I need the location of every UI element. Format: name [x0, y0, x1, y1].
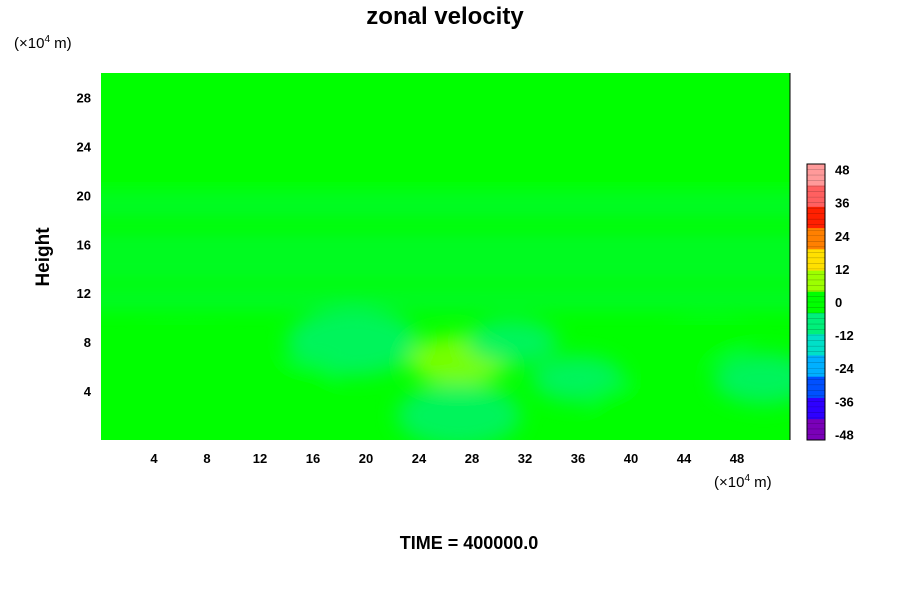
- colorbar-segment: [807, 185, 825, 207]
- field-feature-3: [138, 333, 223, 375]
- colorbar-tick-label: -36: [835, 394, 854, 409]
- y-axis-unit-exponent: 4: [44, 34, 50, 45]
- field-feature-6: [713, 353, 790, 404]
- colorbar-tick-label: -12: [835, 328, 854, 343]
- colorbar-frame: [806, 163, 826, 441]
- x-axis-unit: (×104 m): [714, 473, 772, 491]
- y-axis-unit: (×104 m): [14, 34, 72, 52]
- colorbar-segment: [807, 333, 825, 356]
- colorbar-segment: [807, 376, 825, 398]
- field-feature-8: [465, 319, 558, 365]
- colorbar-tick-label: 0: [835, 295, 842, 310]
- field-band-1: [101, 262, 790, 275]
- x-tick-label: 32: [518, 451, 532, 466]
- x-axis-unit-tail: m): [750, 474, 772, 491]
- colorbar-tick-label: 36: [835, 196, 849, 211]
- colorbar-segment: [807, 248, 825, 271]
- y-tick-label: 4: [84, 384, 92, 399]
- colorbar-segment: [807, 355, 825, 377]
- field-feature-9: [261, 360, 338, 398]
- x-tick-label: 20: [359, 451, 373, 466]
- x-axis-unit-exponent: 4: [744, 473, 750, 484]
- y-tick-label: 24: [77, 139, 92, 154]
- y-tick-label: 8: [84, 335, 91, 350]
- chart-title: zonal velocity: [366, 3, 524, 30]
- colorbar-segment: [807, 397, 825, 420]
- x-axis-ticks: 4 8 12 16 20 24 28 32 36 40 44 48: [150, 451, 744, 466]
- velocity-field: [101, 179, 790, 440]
- y-axis-unit-tail: m): [50, 35, 72, 52]
- x-tick-label: 44: [677, 451, 692, 466]
- field-feature-2: [396, 383, 521, 440]
- field-band-2: [101, 238, 790, 251]
- x-tick-label: 48: [730, 451, 744, 466]
- colorbar-segment: [807, 270, 825, 292]
- colorbar-segment: [807, 418, 825, 441]
- y-tick-label: 20: [77, 188, 91, 203]
- colorbar: [806, 163, 826, 441]
- colorbar-segment: [807, 227, 825, 250]
- y-axis-unit-base: (×10: [14, 35, 44, 52]
- colorbar-tick-label: 48: [835, 163, 849, 178]
- x-tick-label: 24: [412, 451, 427, 466]
- time-label: TIME = 400000.0: [400, 533, 539, 553]
- field-feature-7: [672, 323, 749, 361]
- colorbar-tick-label: -24: [835, 361, 855, 376]
- x-tick-label: 28: [465, 451, 479, 466]
- y-tick-label: 28: [77, 90, 91, 105]
- y-tick-label: 12: [77, 286, 91, 301]
- y-axis-label: Height: [33, 227, 54, 287]
- colorbar-segment: [807, 164, 825, 186]
- colorbar-ticks: 48 36 24 12 0 -12 -24 -36 -48: [835, 163, 855, 443]
- field-feature-4: [195, 384, 272, 422]
- x-tick-label: 40: [624, 451, 638, 466]
- field-band-0: [101, 293, 790, 306]
- field-band-3: [101, 201, 790, 214]
- x-axis-unit-base: (×10: [714, 474, 744, 491]
- plot-area: [101, 73, 790, 440]
- x-tick-label: 16: [306, 451, 320, 466]
- field-band-4: [101, 179, 790, 192]
- x-tick-label: 12: [253, 451, 267, 466]
- field-feature-0: [286, 308, 419, 376]
- x-tick-label: 8: [203, 451, 210, 466]
- colorbar-tick-label: -48: [835, 427, 854, 442]
- colorbar-tick-label: 24: [835, 229, 850, 244]
- colorbar-segment: [807, 312, 825, 335]
- y-axis-ticks: 4 8 12 16 20 24 28: [77, 90, 92, 399]
- field-feature-10: [589, 382, 673, 424]
- y-tick-label: 16: [77, 237, 91, 252]
- colorbar-segment: [807, 206, 825, 229]
- x-tick-label: 4: [150, 451, 158, 466]
- colorbar-tick-label: 12: [835, 262, 849, 277]
- x-tick-label: 36: [571, 451, 585, 466]
- colorbar-segment: [807, 291, 825, 314]
